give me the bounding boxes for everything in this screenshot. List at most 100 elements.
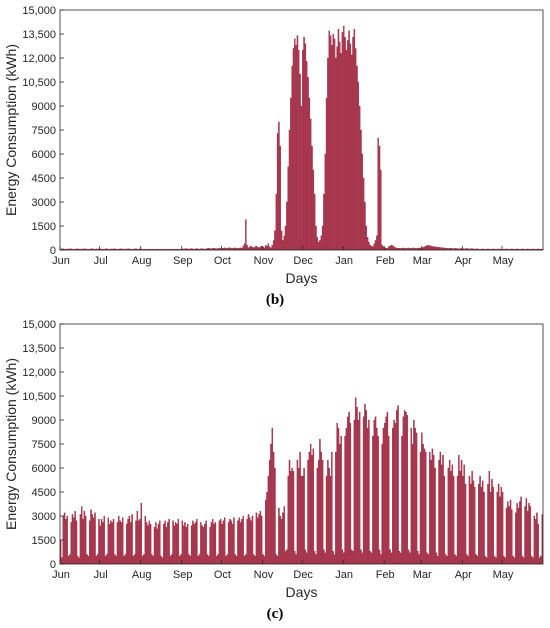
bar	[182, 525, 185, 565]
bar	[317, 459, 320, 565]
bar	[234, 554, 236, 565]
bar	[365, 410, 367, 565]
bar	[148, 520, 150, 565]
bar	[433, 246, 435, 251]
bar	[364, 201, 366, 251]
bar	[243, 555, 246, 565]
bar	[290, 471, 292, 565]
bar	[282, 512, 284, 565]
bar	[86, 554, 88, 565]
bar	[485, 557, 488, 565]
bar	[79, 514, 82, 565]
bar	[339, 443, 341, 565]
bar	[333, 38, 336, 251]
bar	[497, 483, 500, 565]
bar	[267, 243, 270, 251]
bar	[362, 177, 365, 251]
bar	[268, 459, 271, 565]
bar	[503, 555, 505, 565]
bar	[303, 467, 305, 565]
bar	[272, 451, 275, 565]
bar	[316, 237, 319, 251]
bar	[540, 555, 542, 565]
bar	[452, 475, 455, 565]
x-axis-title: Days	[286, 584, 318, 600]
y-tick-label: 12,000	[22, 53, 56, 65]
bar	[283, 506, 285, 565]
bar	[275, 554, 277, 565]
bar	[448, 459, 451, 565]
bar	[128, 515, 131, 565]
bar	[474, 487, 476, 565]
bar	[480, 487, 483, 565]
bar	[332, 33, 334, 251]
bar	[399, 552, 402, 565]
x-tick-label: May	[493, 569, 514, 581]
x-tick-label: Nov	[254, 569, 274, 581]
bar	[70, 522, 72, 565]
bar	[335, 57, 337, 251]
bar	[389, 245, 391, 251]
bar	[427, 245, 430, 251]
bar	[350, 54, 353, 251]
bar	[455, 555, 457, 565]
bar	[186, 523, 189, 565]
bar	[140, 503, 143, 565]
bar	[201, 525, 203, 565]
bar	[350, 549, 353, 565]
bar	[300, 105, 303, 251]
bar	[528, 503, 530, 565]
bar	[292, 471, 295, 565]
bar	[529, 506, 532, 565]
bar	[230, 520, 232, 565]
bar	[381, 245, 383, 251]
bar	[278, 121, 280, 251]
bar	[381, 443, 383, 565]
bar	[290, 97, 292, 251]
bar	[171, 554, 173, 565]
bar	[429, 451, 431, 565]
bar	[131, 514, 133, 565]
bar	[438, 247, 440, 251]
bar	[106, 554, 108, 565]
bar	[231, 523, 234, 565]
bar	[472, 480, 475, 565]
bar	[280, 230, 283, 251]
bar	[200, 522, 202, 565]
bar	[270, 443, 272, 565]
bar	[392, 427, 394, 565]
bar	[213, 523, 215, 565]
bar	[219, 519, 222, 565]
bar	[427, 554, 430, 565]
y-axis-title: Energy Consumption (kWh)	[3, 358, 19, 530]
bar	[291, 65, 293, 251]
x-tick-label: Dec	[293, 569, 313, 581]
bar	[311, 145, 313, 251]
bar	[321, 225, 324, 251]
bar	[360, 129, 362, 251]
bar	[250, 520, 252, 565]
chart-panel-b: 0 1500 3000 4500 6000 7500 9000 10,500 12,000 13,…	[3, 5, 544, 308]
bar	[349, 43, 352, 251]
bar	[241, 519, 243, 565]
bar	[331, 451, 333, 565]
bar	[119, 520, 121, 565]
bar	[368, 419, 370, 565]
bar	[176, 523, 178, 565]
bar	[251, 515, 254, 565]
bar	[450, 471, 452, 565]
bar	[243, 243, 246, 251]
bar	[185, 527, 188, 565]
bar	[439, 451, 442, 565]
bar	[295, 45, 297, 251]
bar	[229, 519, 231, 565]
bar	[193, 523, 195, 565]
x-tick-label: Sep	[173, 569, 193, 581]
bar	[401, 435, 403, 565]
bar	[348, 411, 350, 565]
bar	[212, 519, 214, 565]
bar	[126, 523, 128, 565]
y-tick-label: 10,500	[22, 77, 56, 89]
x-tick-label: Mar	[413, 569, 432, 581]
bar	[279, 515, 281, 565]
